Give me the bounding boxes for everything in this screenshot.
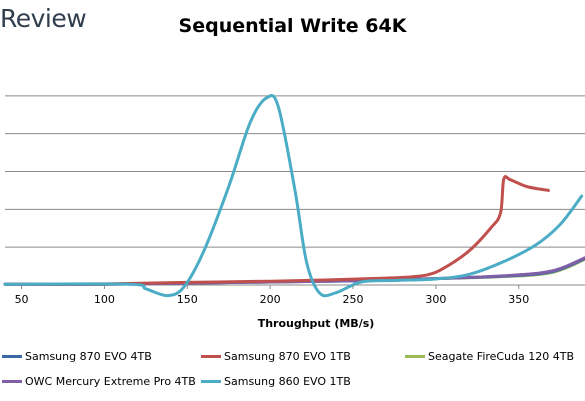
chart-series-group bbox=[3, 94, 585, 298]
x-tick-label-250: 250 bbox=[343, 293, 364, 306]
legend-label-3: OWC Mercury Extreme Pro 4TB bbox=[25, 375, 196, 388]
x-tick-label-300: 300 bbox=[425, 293, 446, 306]
legend-label-1: Samsung 870 EVO 1TB bbox=[224, 350, 351, 363]
brand-logo-text: Review bbox=[0, 4, 87, 33]
series-line-samsung-870-evo-1tb bbox=[3, 175, 551, 286]
legend-label-4: Samsung 860 EVO 1TB bbox=[224, 375, 351, 388]
x-tick-label-150: 150 bbox=[177, 293, 198, 306]
x-tick-label-200: 200 bbox=[260, 293, 281, 306]
legend-swatch-4 bbox=[201, 380, 221, 383]
legend-label-2: Seagate FireCuda 120 4TB bbox=[428, 350, 575, 363]
legend-item-2: Seagate FireCuda 120 4TB bbox=[405, 350, 574, 363]
x-tick-label-100: 100 bbox=[94, 293, 115, 306]
chart-gridlines bbox=[5, 95, 585, 248]
series-line-samsung-860-evo-1tb bbox=[3, 94, 584, 298]
legend-item-4: Samsung 860 EVO 1TB bbox=[201, 375, 351, 388]
chart-title: Sequential Write 64K bbox=[178, 15, 407, 37]
legend-swatch-0 bbox=[2, 355, 22, 358]
legend-item-1: Samsung 870 EVO 1TB bbox=[201, 350, 351, 363]
x-tick-label-50: 50 bbox=[15, 293, 29, 306]
legend-swatch-2 bbox=[405, 355, 425, 358]
x-tick-label-350: 350 bbox=[508, 293, 529, 306]
x-tick-labels: 50 100 150 200 250 300 350 bbox=[15, 285, 529, 306]
x-axis-label: Throughput (MB/s) bbox=[258, 317, 375, 330]
legend-swatch-1 bbox=[201, 355, 221, 358]
legend-label-0: Samsung 870 EVO 4TB bbox=[25, 350, 152, 363]
legend-item-0: Samsung 870 EVO 4TB bbox=[2, 350, 152, 363]
legend-swatch-3 bbox=[2, 380, 22, 383]
legend-item-3: OWC Mercury Extreme Pro 4TB bbox=[2, 375, 196, 388]
